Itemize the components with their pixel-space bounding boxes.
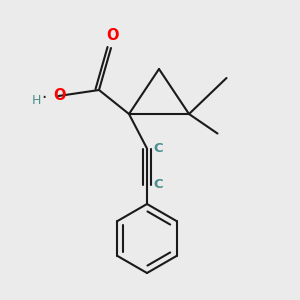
Text: C: C [154, 142, 163, 155]
Text: O: O [106, 28, 119, 44]
Text: C: C [154, 178, 163, 191]
Text: H: H [31, 94, 41, 107]
Text: ·: · [42, 89, 47, 107]
Text: O: O [54, 88, 66, 103]
